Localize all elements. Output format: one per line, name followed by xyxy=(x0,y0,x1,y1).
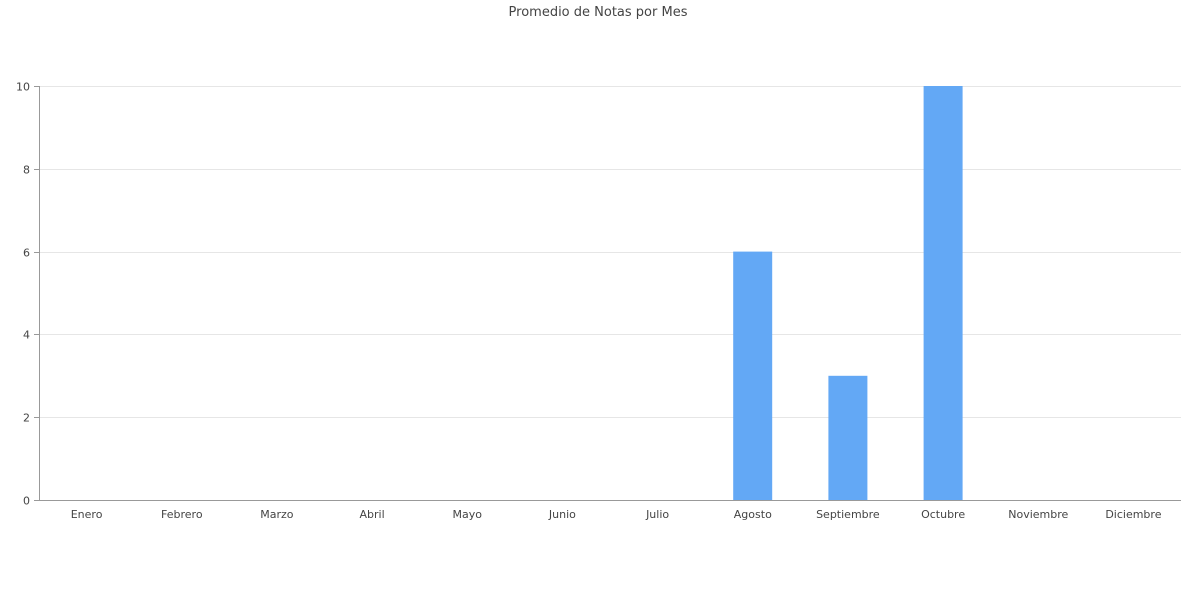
x-tick-label: Enero xyxy=(71,508,103,521)
x-tick-label: Diciembre xyxy=(1105,508,1161,521)
y-tick-labels: 0 2 4 6 8 10 xyxy=(16,81,30,508)
bar-octubre[interactable] xyxy=(923,86,963,500)
x-tick-label: Abril xyxy=(360,508,385,521)
grid xyxy=(39,86,1181,418)
axes xyxy=(34,86,1181,501)
x-tick-label: Mayo xyxy=(453,508,483,521)
chart-title: Promedio de Notas por Mes xyxy=(509,5,688,20)
x-tick-label: Julio xyxy=(645,508,669,521)
bar-agosto[interactable] xyxy=(733,251,773,500)
x-tick-label: Marzo xyxy=(260,508,294,521)
y-tick-label: 0 xyxy=(23,495,30,508)
x-tick-label: Febrero xyxy=(161,508,203,521)
x-tick-label: Septiembre xyxy=(816,508,880,521)
y-tick-label: 8 xyxy=(23,164,30,177)
y-tick-label: 10 xyxy=(16,81,30,94)
x-tick-label: Noviembre xyxy=(1008,508,1068,521)
y-tick-label: 2 xyxy=(23,412,30,425)
bars xyxy=(733,86,963,500)
y-tick-label: 6 xyxy=(23,247,30,260)
bar-septiembre[interactable] xyxy=(828,375,868,500)
x-tick-label: Agosto xyxy=(734,508,772,521)
x-tick-label: Octubre xyxy=(921,508,965,521)
x-tick-label: Junio xyxy=(548,508,576,521)
y-tick-label: 4 xyxy=(23,329,30,342)
x-tick-labels: Enero Febrero Marzo Abril Mayo Junio Julio Agos… xyxy=(71,508,1162,521)
